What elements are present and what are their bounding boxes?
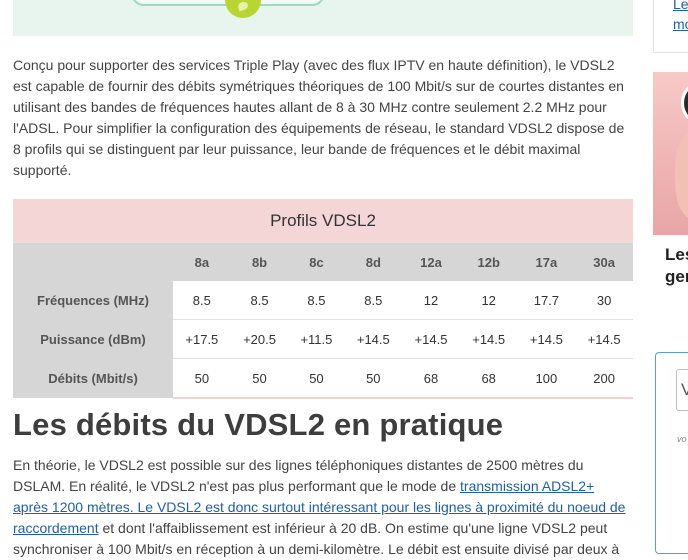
table-header-row: 8a 8b 8c 8d 12a 12b 17a 30a [13,242,633,281]
table-cell: 8.5 [288,281,345,320]
adsl2-transmission-link[interactable]: transmission ADSL2+ après 1200 mètres. L… [13,478,626,536]
table-cell: 12 [459,281,518,320]
table-cell: +14.5 [575,319,633,359]
table-cell: +14.5 [402,319,460,359]
table-cell: 8.5 [173,281,231,320]
table-cell: 50 [173,358,231,399]
column-header: 12a [402,242,460,281]
sidebar-title-line[interactable]: Les [665,245,688,264]
body-text-part: et dont l'affaiblissement est inférieur … [13,520,620,557]
table-cell: +17.5 [173,319,231,359]
row-header: Débits (Mbit/s) [13,358,173,398]
table-cell: 50 [230,358,289,399]
body-paragraph: En théorie, le VDSL2 est possible sur de… [13,455,633,560]
intro-paragraph: Conçu pour supporter des services Triple… [13,57,625,178]
row-header: Puissance (dBm) [13,319,173,359]
table-cell: +14.5 [344,319,403,359]
photo-face [675,130,688,220]
sidebar-title-line[interactable]: ger [665,267,688,286]
column-header: 8b [230,242,289,281]
table-caption: Profils VDSL2 [13,199,633,243]
sidebar-card [653,0,688,53]
table-row: Débits (Mbit/s) 50 50 50 50 68 68 100 20… [13,358,633,399]
table-cell: +14.5 [459,319,518,359]
sidebar-article-title[interactable]: Les ger [665,244,688,288]
table-cell: 8.5 [230,281,289,320]
sidebar-link[interactable]: Le mo [673,0,688,34]
table-cell: 8.5 [344,281,403,320]
table-cell: 12 [402,281,460,320]
table-cell: 100 [517,358,576,399]
sidebar-link-line[interactable]: mo [673,16,688,32]
section-heading: Les débits du VDSL2 en pratique [13,407,504,442]
table-row: Puissance (dBm) +17.5 +20.5 +11.5 +14.5 … [13,319,633,359]
table-cell: +20.5 [230,319,289,359]
table-cell: 50 [288,358,345,399]
column-header: 8a [173,242,231,281]
column-header: 8c [288,242,345,281]
sidebar-form-box [655,352,688,554]
table-row: Fréquences (MHz) 8.5 8.5 8.5 8.5 12 12 1… [13,281,633,320]
column-header: 12b [459,242,518,281]
leaf-icon [225,0,261,18]
column-header: 8d [344,242,403,281]
sidebar-article-image[interactable] [653,72,688,235]
table-cell: 30 [575,281,633,320]
column-header: 17a [517,242,576,281]
sidebar-small-text: vo [677,434,687,444]
table-cell: +14.5 [517,319,576,359]
table-cell: +11.5 [288,319,345,359]
sidebar-link-line[interactable]: Le [673,0,688,12]
sidebar-input-field[interactable]: V [676,369,688,411]
photo-hair [681,80,688,126]
table-cell: 68 [402,358,460,399]
article-illustration [13,0,633,36]
table-cell: 200 [575,358,633,399]
column-header: 30a [575,242,633,281]
table-corner-cell [13,242,173,281]
table-cell: 17.7 [517,281,576,320]
vdsl2-profiles-table: Profils VDSL2 8a 8b 8c 8d 12a 12b 17a 30… [13,199,633,399]
table-cell: 50 [344,358,403,399]
row-header: Fréquences (MHz) [13,281,173,320]
body-text-part: En théorie, le VDSL2 est possible sur de… [13,457,584,494]
table-cell: 68 [459,358,518,399]
